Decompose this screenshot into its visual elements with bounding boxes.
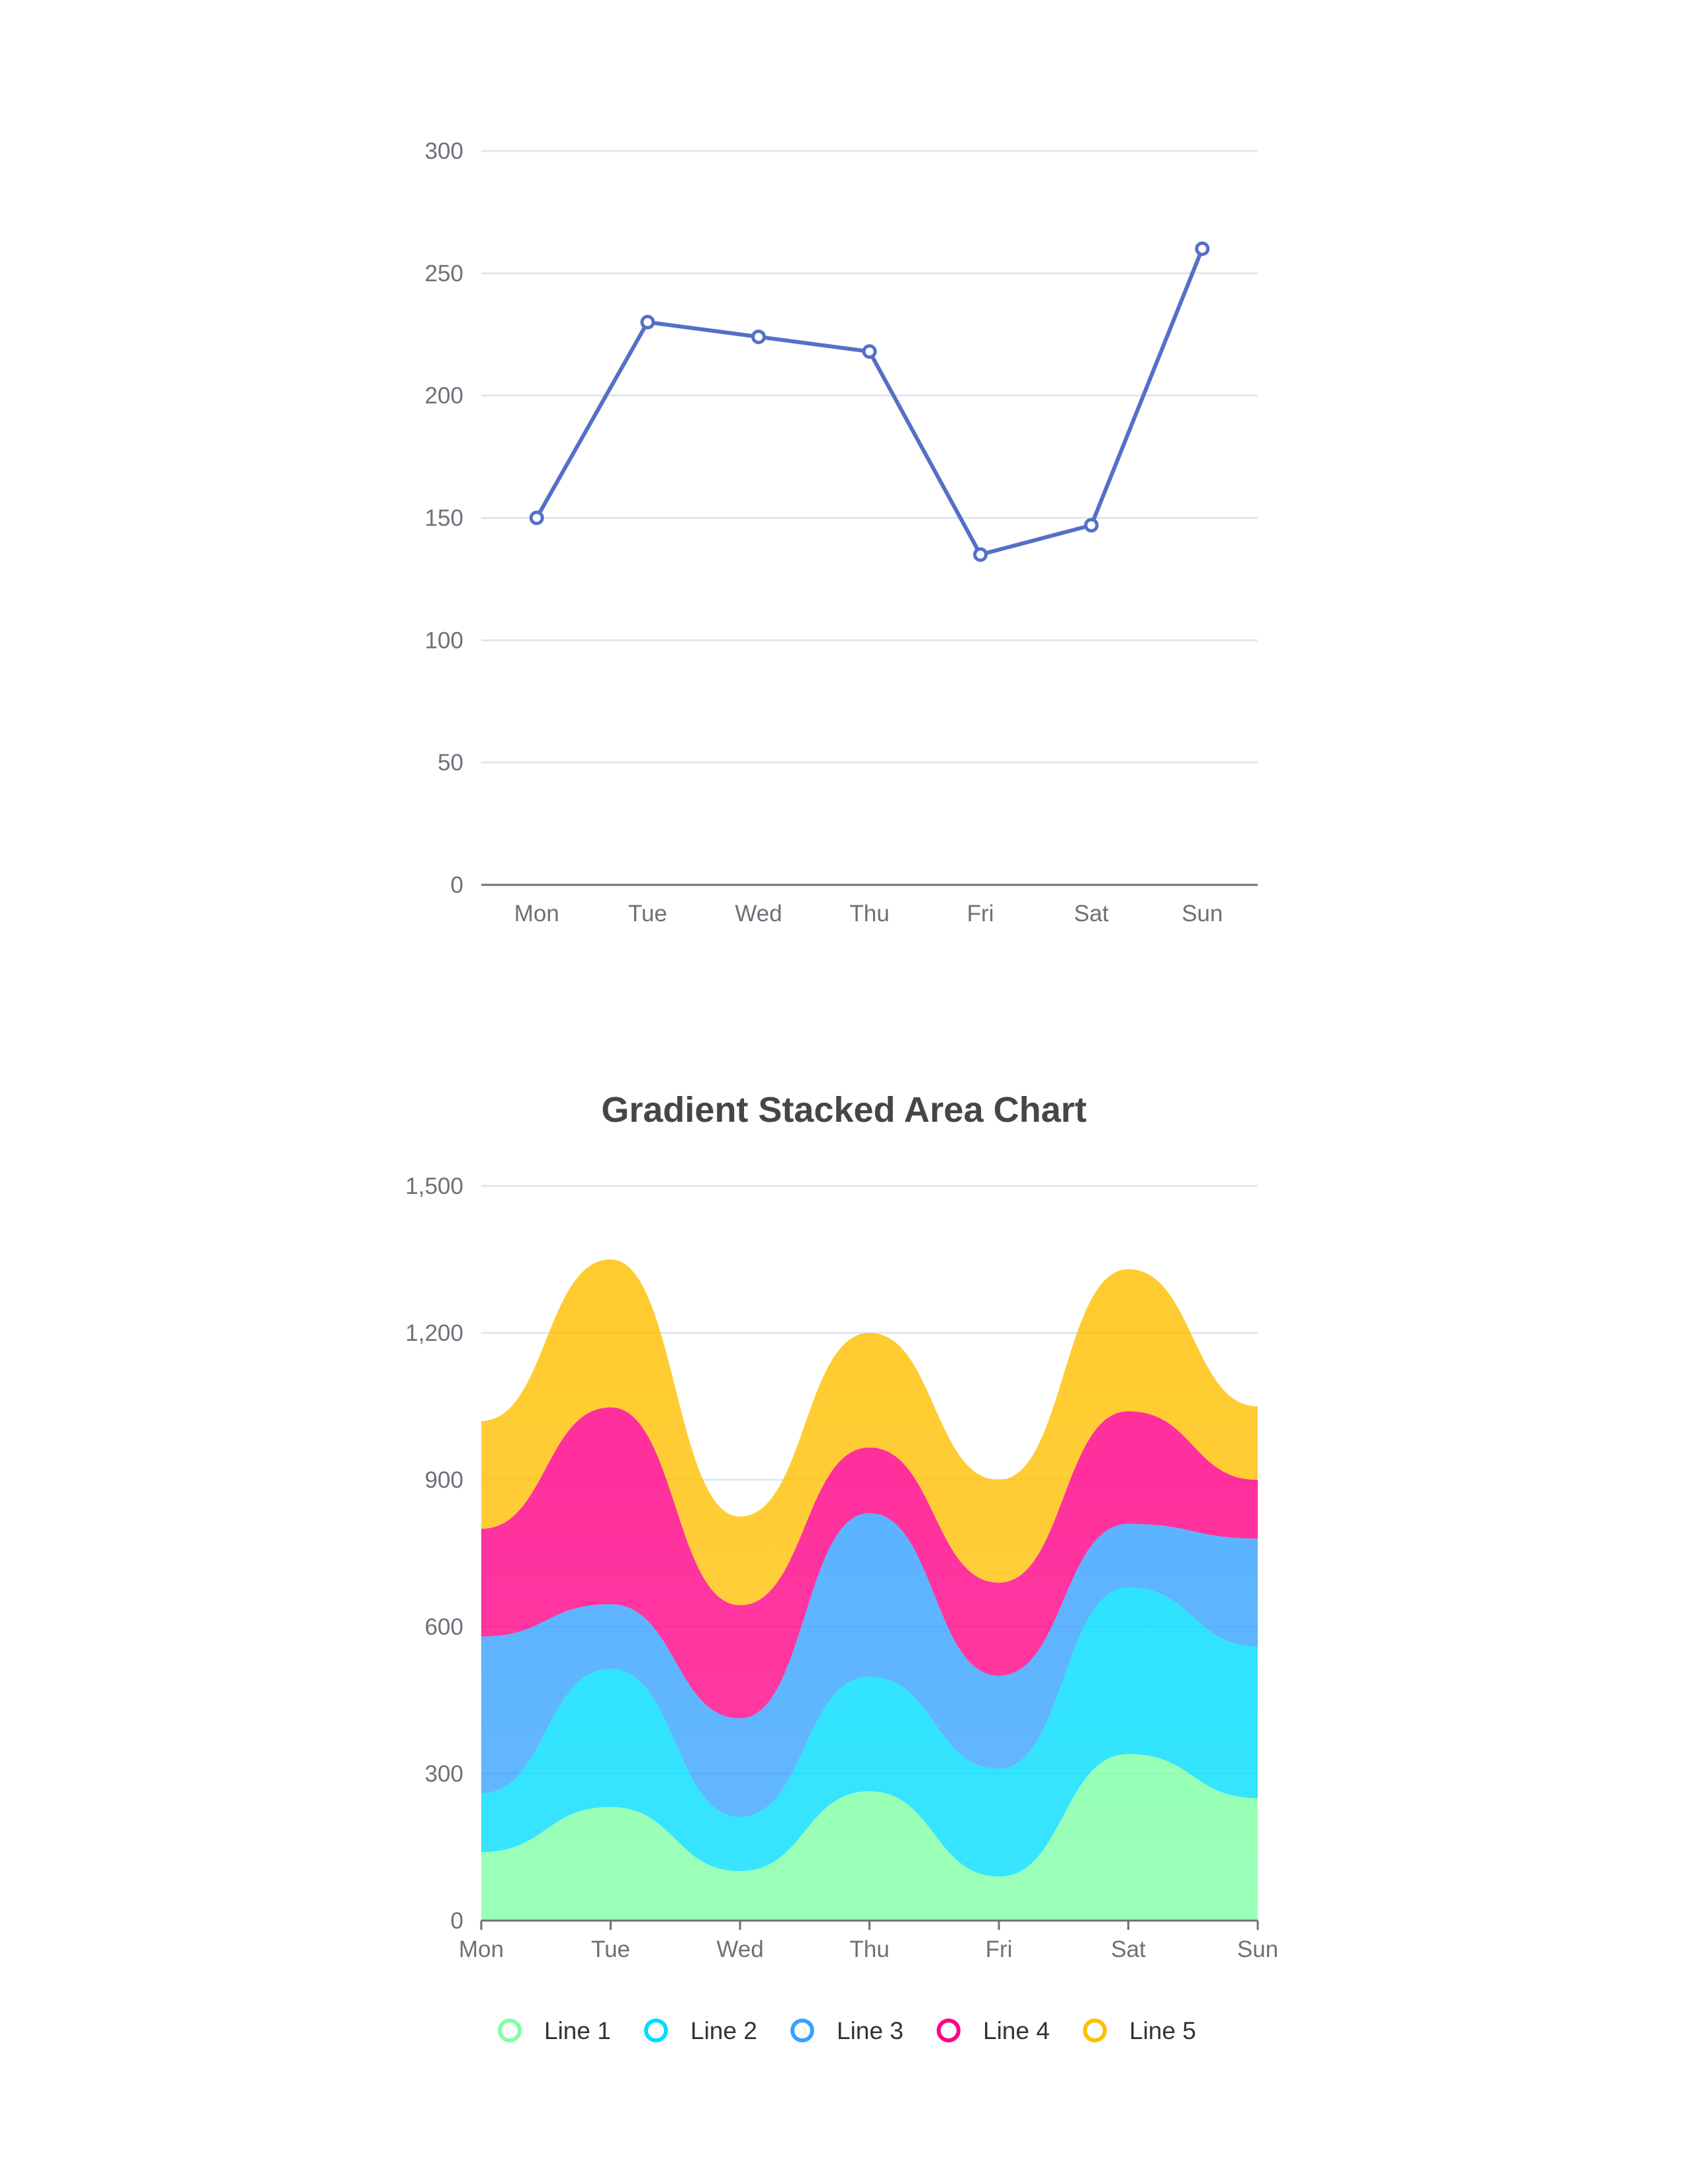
line-chart: 0 50 100 150 200 250 300 Mon Tue Wed Thu Fri Sat Sun xyxy=(425,138,1258,927)
y-tick-label: 150 xyxy=(425,506,463,531)
y-tick-label: 250 xyxy=(425,261,463,287)
legend-label: Line 1 xyxy=(544,2017,611,2044)
y-tick-label: 1,500 xyxy=(405,1173,463,1199)
legend-item-line-2[interactable]: Line 2 xyxy=(644,2017,757,2044)
y-tick-label: 50 xyxy=(438,750,463,776)
legend-label: Line 3 xyxy=(837,2017,904,2044)
data-point[interactable] xyxy=(640,314,655,330)
data-point[interactable] xyxy=(862,344,877,359)
legend-item-line-1[interactable]: Line 1 xyxy=(498,2017,611,2044)
area-line-2[interactable] xyxy=(481,1587,1258,1877)
y-tick-label: 0 xyxy=(451,872,463,898)
x-tick-label: Wed xyxy=(716,1936,763,1962)
data-point[interactable] xyxy=(1084,518,1099,533)
x-tick-label: Sun xyxy=(1237,1936,1278,1962)
data-point[interactable] xyxy=(973,547,988,562)
y-tick-label: 900 xyxy=(425,1467,463,1493)
x-tick-label: Tue xyxy=(591,1936,630,1962)
y-tick-label: 200 xyxy=(425,383,463,409)
y-tick-label: 0 xyxy=(451,1908,463,1934)
x-tick-label: Sun xyxy=(1182,901,1223,927)
y-tick-label: 100 xyxy=(425,627,463,653)
area-line-3[interactable] xyxy=(481,1513,1258,1817)
x-tick-label: Sat xyxy=(1111,1936,1146,1962)
data-point[interactable] xyxy=(529,510,544,525)
y-tick-label: 300 xyxy=(425,1761,463,1787)
series-line xyxy=(535,248,1204,557)
y-tick-label: 1,200 xyxy=(405,1320,463,1346)
y-tick-label: 300 xyxy=(425,138,463,164)
x-tick-label: Tue xyxy=(628,901,667,927)
legend-item-line-5[interactable]: Line 5 xyxy=(1083,2017,1196,2044)
x-tick-label: Mon xyxy=(459,1936,504,1962)
x-tick-label: Fri xyxy=(967,901,994,927)
legend-marker xyxy=(498,2019,522,2042)
legend-marker xyxy=(644,2019,668,2042)
legend-label: Line 5 xyxy=(1129,2017,1196,2044)
legend-label: Line 4 xyxy=(983,2017,1050,2044)
area-line-5[interactable] xyxy=(481,1259,1258,1606)
legend-item-line-4[interactable]: Line 4 xyxy=(937,2017,1050,2044)
x-tick-label: Wed xyxy=(735,901,782,927)
legend-marker xyxy=(790,2019,814,2042)
x-tick-label: Thu xyxy=(849,1936,889,1962)
data-point[interactable] xyxy=(1195,241,1210,256)
stacked-area-chart: Gradient Stacked Area Chart 0 300 600 900 1,… xyxy=(405,1090,1278,2044)
legend-marker xyxy=(937,2019,961,2042)
area-line-4[interactable] xyxy=(481,1407,1258,1719)
y-tick-label: 600 xyxy=(425,1614,463,1640)
x-tick-label: Thu xyxy=(849,901,889,927)
chart-title: Gradient Stacked Area Chart xyxy=(601,1090,1086,1130)
x-tick-label: Fri xyxy=(986,1936,1013,1962)
legend-label: Line 2 xyxy=(690,2017,757,2044)
area-line-1[interactable] xyxy=(481,1754,1258,1921)
legend-marker xyxy=(1083,2019,1107,2042)
data-point[interactable] xyxy=(751,329,766,344)
x-tick-label: Mon xyxy=(514,901,559,927)
x-tick-label: Sat xyxy=(1074,901,1109,927)
legend-item-line-3[interactable]: Line 3 xyxy=(790,2017,904,2044)
